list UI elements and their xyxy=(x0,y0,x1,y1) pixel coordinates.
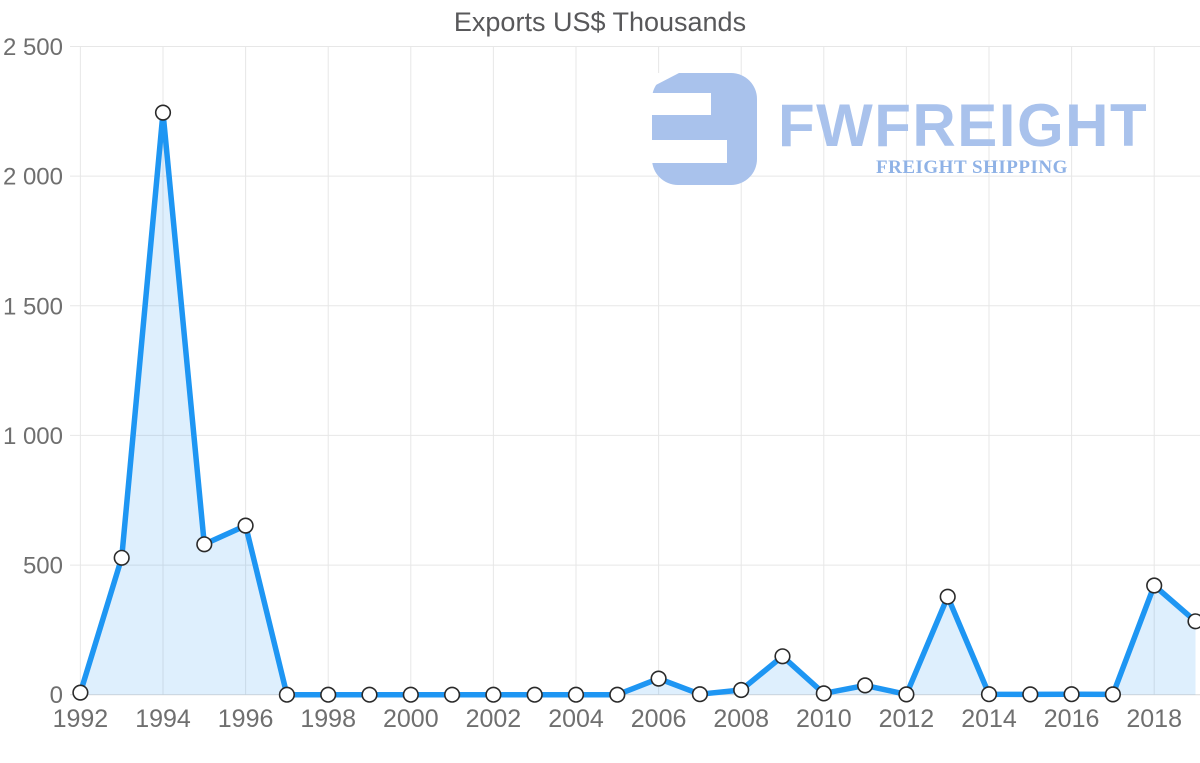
data-point-marker[interactable] xyxy=(567,686,585,703)
x-axis-tick-label: 2016 xyxy=(1044,705,1100,733)
x-axis-tick-label: 2000 xyxy=(383,705,439,733)
data-point-marker[interactable] xyxy=(1063,686,1080,703)
brand-name: FWFREIGHT xyxy=(778,92,1149,159)
data-point-marker[interactable] xyxy=(154,104,172,121)
data-point-marker[interactable] xyxy=(650,670,667,687)
data-point-marker[interactable] xyxy=(1146,577,1163,594)
x-axis-tick-label: 2012 xyxy=(879,705,935,733)
x-axis-tick-label: 1994 xyxy=(135,705,191,733)
data-point-marker[interactable] xyxy=(609,686,626,703)
x-axis-tick-label: 2004 xyxy=(548,705,604,733)
data-line xyxy=(77,109,1199,698)
data-point-marker[interactable] xyxy=(444,686,461,703)
x-axis-tick-label: 1992 xyxy=(53,705,109,733)
x-axis-tick-label: 1998 xyxy=(300,705,356,733)
data-point-marker[interactable] xyxy=(1187,613,1200,630)
data-point-marker[interactable] xyxy=(1022,686,1039,703)
brand-watermark: FWFREIGHT FREIGHT SHIPPING xyxy=(652,73,1162,188)
x-axis-tick-label: 2006 xyxy=(631,705,687,733)
data-point-marker[interactable] xyxy=(774,648,791,665)
y-axis-tick-label: 2 000 xyxy=(3,164,63,191)
x-axis-tick-label: 2010 xyxy=(796,705,852,733)
data-point-marker[interactable] xyxy=(237,517,254,534)
data-point-marker[interactable] xyxy=(485,686,502,703)
x-axis-tick-label: 2014 xyxy=(961,705,1017,733)
data-point-marker[interactable] xyxy=(361,686,378,703)
data-point-marker[interactable] xyxy=(402,686,419,703)
data-point-marker[interactable] xyxy=(856,677,874,694)
x-axis-tick-label: 2008 xyxy=(713,705,769,733)
data-point-marker[interactable] xyxy=(815,685,832,702)
y-axis-tick-label: 2 500 xyxy=(3,34,63,61)
chart-title: Exports US$ Thousands xyxy=(453,7,747,37)
data-point-marker[interactable] xyxy=(196,536,213,553)
data-point-marker[interactable] xyxy=(898,686,915,703)
y-axis-tick-label: 1 500 xyxy=(3,293,63,320)
data-point-marker[interactable] xyxy=(278,686,296,703)
data-point-marker[interactable] xyxy=(526,686,543,703)
x-axis-tick-label: 1996 xyxy=(218,705,274,733)
y-axis-tick-label: 1 000 xyxy=(3,423,63,450)
y-axis-tick-label: 0 xyxy=(50,682,63,709)
area-fill xyxy=(80,112,1196,695)
data-point-marker[interactable] xyxy=(691,686,709,703)
data-point-marker[interactable] xyxy=(939,588,956,605)
data-point-marker[interactable] xyxy=(980,686,998,703)
data-point-marker[interactable] xyxy=(113,549,130,566)
x-axis-tick-label: 2002 xyxy=(466,705,522,733)
data-point-marker[interactable] xyxy=(733,681,750,699)
data-point-marker[interactable] xyxy=(1104,686,1121,703)
data-point-marker[interactable] xyxy=(320,686,337,703)
brand-tagline: FREIGHT SHIPPING xyxy=(876,157,1068,178)
data-point-marker[interactable] xyxy=(72,684,89,701)
x-axis-tick-label: 2018 xyxy=(1126,705,1182,733)
freight-logo-icon xyxy=(652,73,757,185)
y-axis-tick-label: 500 xyxy=(23,553,63,580)
